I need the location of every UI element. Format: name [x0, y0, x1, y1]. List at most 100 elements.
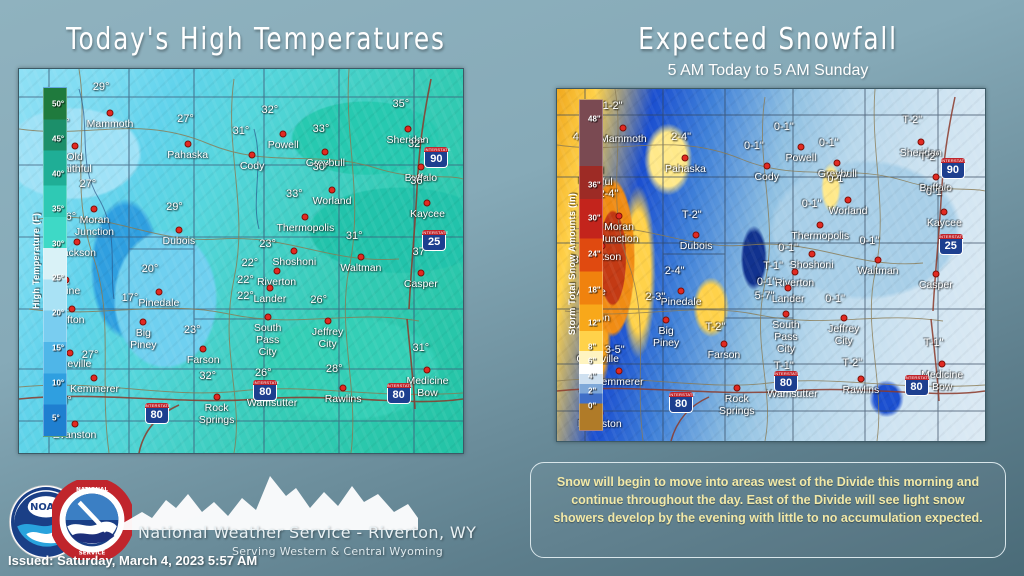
city-marker-dot: [615, 367, 623, 375]
city-value-label: T-2": [902, 113, 923, 126]
city-marker-dot: [321, 148, 329, 156]
city-value-label: 23°: [259, 237, 276, 250]
city-marker-dot: [833, 159, 841, 167]
temperature-shield-layer: INTERSTATE 90 INTERSTATE 25 INTERSTATE 80 INTE…: [19, 69, 463, 453]
tick-15: 15°: [52, 343, 65, 353]
footer: NOAA NATIONAL SERVICE National Weather S…: [0, 460, 1024, 576]
city-marker-dot: [213, 393, 221, 401]
temperature-title: Today's High Temperatures: [66, 22, 446, 57]
interstate-shield-icon: INTERSTATE 80: [144, 402, 171, 424]
tick-4: 4": [588, 371, 597, 381]
interstate-shield-icon: INTERSTATE 80: [773, 371, 801, 393]
national-weather-service-logo: NATIONAL SERVICE: [52, 480, 132, 560]
city-marker-dot: [106, 109, 114, 117]
city-label: Springs: [198, 414, 235, 427]
tick-36: 36": [588, 180, 601, 190]
city-marker-dot: [155, 288, 163, 296]
city-marker-dot: [938, 360, 946, 368]
city-value-label: 22°: [237, 274, 254, 287]
city-marker-dot: [404, 125, 411, 133]
city-label: Piney: [652, 336, 680, 349]
tick-35: 35°: [52, 204, 65, 214]
city-marker-dot: [279, 130, 287, 138]
city-label: Buffalo: [919, 182, 953, 194]
city-label: Greybull: [305, 156, 345, 169]
city-label: Waltman: [857, 264, 899, 277]
city-value-label: 0-1": [818, 136, 839, 149]
discussion-box: Snow will begin to move into areas west …: [530, 462, 1006, 558]
city-marker-dot: [797, 143, 805, 151]
city-label: Jackson: [57, 246, 96, 259]
svg-text:SERVICE: SERVICE: [79, 550, 106, 556]
city-marker-dot: [808, 250, 816, 258]
city-marker-dot: [90, 205, 98, 213]
city-marker-dot: [248, 151, 256, 159]
city-label: Pahaska: [167, 148, 209, 161]
tick-5: 5°: [52, 413, 60, 423]
city-label: Lander: [253, 292, 287, 305]
city-marker-dot: [844, 196, 852, 204]
tick-30: 30°: [52, 239, 65, 249]
city-value-label: 33°: [312, 122, 330, 135]
city-value-label: 17°: [121, 291, 139, 304]
city-label: Thermopolis: [791, 229, 850, 242]
city-label: Bow: [417, 387, 438, 400]
city-value-label: 0-1": [773, 120, 794, 133]
city-value-label: T-2": [705, 321, 726, 334]
city-value-label: 2-4": [598, 187, 619, 200]
city-label: Pinedale: [138, 296, 180, 309]
city-marker-dot: [662, 316, 670, 324]
temperature-map[interactable]: High Temperature (F) 50° 45° 40° 35° 30°…: [18, 68, 464, 454]
city-label: South: [253, 321, 282, 334]
city-label: Big: [658, 324, 674, 337]
snowfall-subtitle: 5 AM Today to 5 AM Sunday: [667, 62, 869, 79]
snowfall-map[interactable]: Storm Total Snow Amounts (in) 48" 36" 30…: [556, 88, 986, 442]
city-marker-dot: [791, 268, 799, 276]
office-tagline: Serving Western & Central Wyoming: [232, 545, 444, 558]
city-label: Piney: [130, 339, 157, 352]
city-value-label: 28°: [325, 362, 343, 375]
city-marker-dot: [784, 284, 792, 292]
city-label: Worland: [828, 204, 868, 217]
shield-route-label: INTERSTATE: [386, 383, 413, 389]
city-marker-dot: [932, 270, 940, 278]
city-label: Junction: [74, 226, 115, 239]
city-marker-dot: [615, 212, 623, 220]
city-label: Moran: [604, 220, 634, 233]
city-label: Bow: [931, 380, 953, 393]
city-label: City: [834, 334, 853, 347]
temperature-colorbar-gradient: [43, 87, 67, 437]
city-label: Moran: [79, 214, 110, 227]
temperature-panel: Today's High Temperatures: [0, 0, 512, 460]
city-marker-dot: [324, 317, 332, 325]
city-label: Farson: [707, 349, 741, 362]
city-marker-dot: [423, 366, 431, 374]
shield-number: 25: [938, 238, 963, 255]
city-label: Mammoth: [599, 132, 647, 145]
mountain-range-graphic: [118, 476, 418, 530]
city-value-label: 1-2": [602, 99, 623, 112]
city-label: Kemmerer: [594, 375, 644, 388]
tick-50: 50°: [52, 99, 65, 109]
shield-route-label: INTERSTATE: [773, 371, 801, 377]
interstate-shield-icon: INTERSTATE 90: [424, 147, 450, 169]
city-marker-dot: [357, 253, 365, 261]
tick-40: 40°: [52, 169, 65, 179]
city-marker-dot: [417, 269, 425, 277]
city-marker-dot: [68, 305, 76, 313]
city-marker-dot: [763, 162, 771, 170]
shield-route-label: INTERSTATE: [904, 374, 931, 380]
city-value-label: 27°: [81, 349, 99, 362]
city-value-label: 3-5": [604, 344, 625, 357]
city-marker-dot: [720, 340, 728, 348]
city-value-label: 0-1": [925, 185, 946, 198]
city-value-label: T-2": [681, 208, 702, 221]
svg-text:NOAA: NOAA: [30, 502, 62, 513]
city-value-label: 0-1": [827, 173, 848, 186]
city-value-label: 20°: [141, 262, 159, 275]
temperature-colorbar-label: High Temperature (F): [31, 212, 41, 310]
city-label: Rawlins: [842, 384, 880, 397]
snowfall-colorbar-gradient: [579, 99, 603, 431]
city-value-label: 31°: [345, 230, 363, 243]
city-marker-dot: [423, 199, 431, 207]
